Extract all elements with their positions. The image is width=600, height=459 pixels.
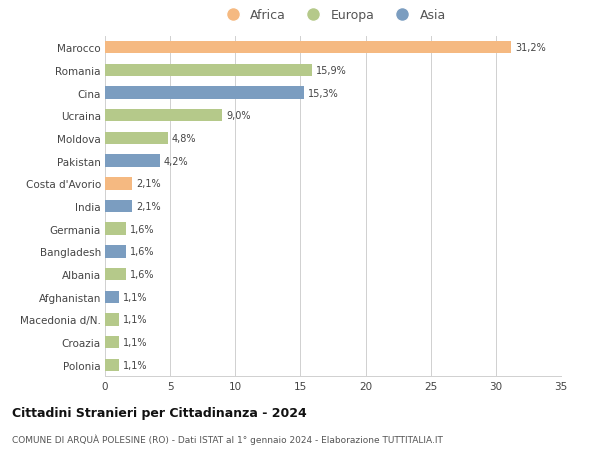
Bar bbox=[105, 246, 126, 258]
Bar bbox=[105, 313, 119, 326]
Bar bbox=[105, 110, 222, 122]
Text: 9,0%: 9,0% bbox=[226, 111, 251, 121]
Text: 15,9%: 15,9% bbox=[316, 66, 347, 76]
Text: 4,2%: 4,2% bbox=[164, 156, 188, 166]
Bar bbox=[105, 155, 160, 168]
Text: 1,1%: 1,1% bbox=[123, 337, 148, 347]
Bar bbox=[105, 223, 126, 235]
Text: 1,1%: 1,1% bbox=[123, 360, 148, 370]
Text: 1,1%: 1,1% bbox=[123, 315, 148, 325]
Text: 31,2%: 31,2% bbox=[515, 43, 546, 53]
Bar bbox=[105, 268, 126, 281]
Text: 15,3%: 15,3% bbox=[308, 88, 339, 98]
Text: 1,6%: 1,6% bbox=[130, 224, 154, 234]
Legend: Africa, Europa, Asia: Africa, Europa, Asia bbox=[216, 6, 450, 26]
Text: 2,1%: 2,1% bbox=[136, 179, 161, 189]
Text: 2,1%: 2,1% bbox=[136, 202, 161, 212]
Text: 1,1%: 1,1% bbox=[123, 292, 148, 302]
Bar bbox=[105, 291, 119, 303]
Bar bbox=[105, 359, 119, 371]
Text: 1,6%: 1,6% bbox=[130, 269, 154, 280]
Bar bbox=[105, 336, 119, 349]
Bar bbox=[105, 178, 133, 190]
Bar bbox=[105, 200, 133, 213]
Text: 4,8%: 4,8% bbox=[172, 134, 196, 144]
Text: COMUNE DI ARQUÀ POLESINE (RO) - Dati ISTAT al 1° gennaio 2024 - Elaborazione TUT: COMUNE DI ARQUÀ POLESINE (RO) - Dati IST… bbox=[12, 434, 443, 444]
Bar bbox=[105, 42, 511, 54]
Text: 1,6%: 1,6% bbox=[130, 247, 154, 257]
Bar bbox=[105, 132, 167, 145]
Bar bbox=[105, 87, 304, 100]
Bar bbox=[105, 64, 312, 77]
Text: Cittadini Stranieri per Cittadinanza - 2024: Cittadini Stranieri per Cittadinanza - 2… bbox=[12, 406, 307, 419]
